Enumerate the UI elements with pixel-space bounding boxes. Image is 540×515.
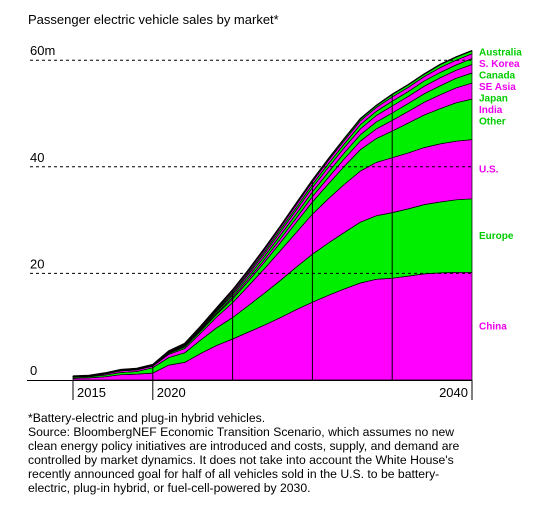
y-tick-label: 60m [30, 43, 55, 58]
y-tick-label: 0 [30, 363, 37, 378]
legend-label: Europe [479, 231, 514, 242]
footnote: *Battery-electric and plug-in hybrid veh… [28, 411, 266, 425]
total-outline [72, 49, 473, 377]
legend-label: S. Korea [479, 59, 520, 70]
source-line: Source: BloombergNEF Economic Transition… [28, 425, 455, 439]
legend-label: India [479, 105, 503, 116]
x-tick-label: 2040 [439, 385, 468, 400]
legend-label: Japan [479, 94, 508, 105]
legend-label: U.S. [479, 165, 499, 176]
legend-label: Canada [479, 71, 516, 82]
legend-label: Other [479, 117, 506, 128]
x-tick-label: 2015 [77, 385, 106, 400]
chart-notes: *Battery-electric and plug-in hybrid veh… [28, 411, 528, 495]
source-line: recently announced goal for half of all … [28, 467, 440, 481]
source-line: clean energy policy initiatives are intr… [28, 439, 460, 453]
source-line: controlled by market dynamics. It does n… [28, 453, 454, 467]
legend-label: SE Asia [479, 82, 516, 93]
y-tick-label: 20 [30, 256, 44, 271]
legend-label: Australia [479, 48, 522, 59]
legend-label: China [479, 322, 507, 333]
source-line: electric, plug-in hybrid, or fuel-cell-p… [28, 481, 311, 495]
chart-title: Passenger electric vehicle sales by mark… [28, 12, 279, 27]
x-tick-label: 2020 [157, 385, 186, 400]
y-tick-label: 40 [30, 150, 44, 165]
